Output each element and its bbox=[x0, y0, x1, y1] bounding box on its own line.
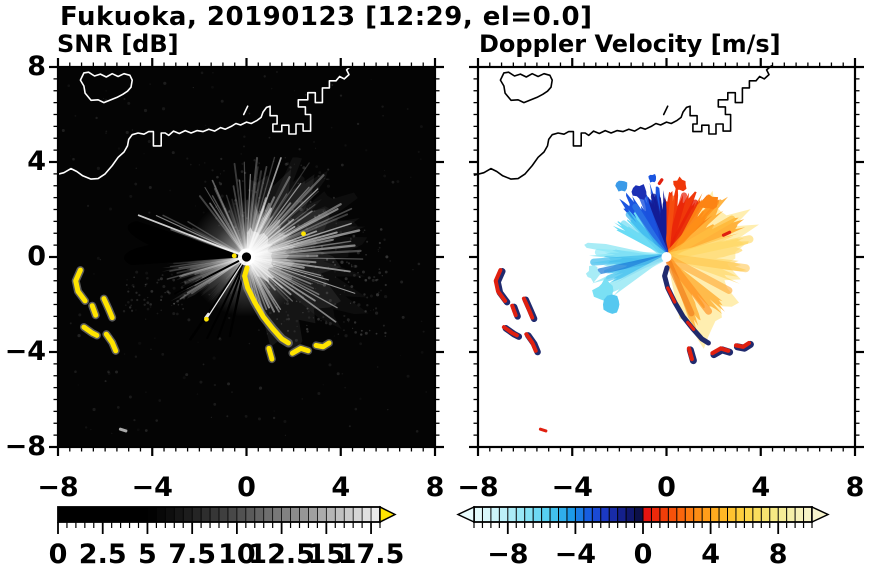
figure-title: Fukuoka, 20190123 [12:29, el=0.0] bbox=[60, 2, 593, 32]
x-tick-label-right: −4 bbox=[551, 472, 593, 503]
snr-colorbar bbox=[57, 505, 397, 534]
snr-colorbar-tick-label: 10 bbox=[218, 539, 256, 570]
velocity-colorbar bbox=[456, 505, 830, 534]
x-tick-label-left: 8 bbox=[425, 472, 445, 503]
x-tick-label-right: 8 bbox=[845, 472, 865, 503]
y-tick-label: 0 bbox=[27, 241, 46, 272]
velocity-colorbar-tick-label: −4 bbox=[554, 539, 597, 570]
x-tick-label-right: −8 bbox=[457, 472, 499, 503]
x-tick-label-right: 4 bbox=[751, 472, 771, 503]
velocity-colorbar-tick-label: 0 bbox=[633, 539, 653, 570]
x-tick-label-left: −4 bbox=[131, 472, 173, 503]
velocity-panel bbox=[469, 58, 864, 456]
x-tick-label-right: 0 bbox=[657, 472, 676, 503]
snr-colorbar-tick-label: 17.5 bbox=[337, 539, 405, 570]
y-tick-label: −8 bbox=[4, 431, 46, 462]
snr-subtitle: SNR [dB] bbox=[57, 30, 179, 58]
x-tick-label-left: 4 bbox=[331, 472, 351, 503]
snr-colorbar-tick-label: 7.5 bbox=[168, 539, 217, 570]
snr-colorbar-tick-label: 12.5 bbox=[248, 539, 315, 570]
velocity-colorbar-tick-label: −8 bbox=[487, 539, 529, 570]
y-tick-label: −4 bbox=[4, 336, 46, 367]
velocity-colorbar-tick-label: 8 bbox=[768, 539, 788, 570]
velocity-colorbar-tick-label: 4 bbox=[701, 539, 720, 570]
snr-colorbar-tick-label: 0 bbox=[48, 539, 68, 570]
x-tick-label-left: −8 bbox=[37, 472, 79, 503]
y-tick-label: 8 bbox=[27, 51, 46, 82]
snr-colorbar-tick-label: 2.5 bbox=[78, 539, 127, 570]
y-tick-label: 4 bbox=[27, 146, 46, 177]
snr-colorbar-tick-label: 15 bbox=[307, 539, 346, 570]
snr-panel bbox=[49, 58, 444, 456]
velocity-subtitle: Doppler Velocity [m/s] bbox=[479, 30, 781, 58]
x-tick-label-left: 0 bbox=[237, 472, 256, 503]
snr-colorbar-tick-label: 5 bbox=[138, 539, 157, 570]
